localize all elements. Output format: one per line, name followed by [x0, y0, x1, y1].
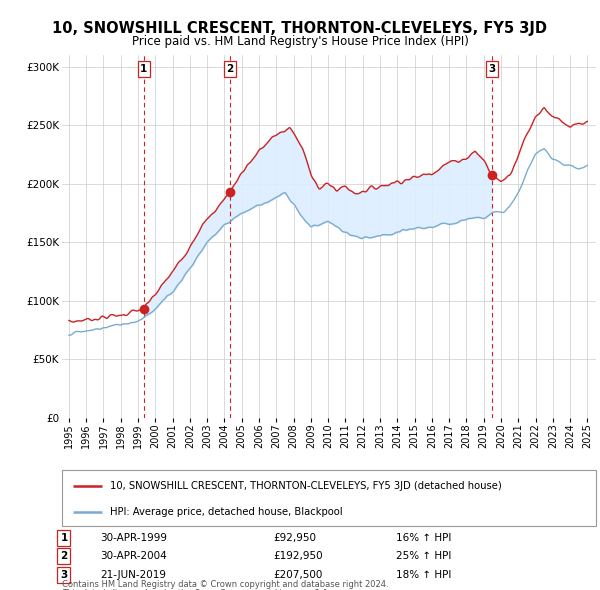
- Text: HPI: Average price, detached house, Blackpool: HPI: Average price, detached house, Blac…: [110, 507, 343, 517]
- Text: 30-APR-2004: 30-APR-2004: [100, 552, 167, 561]
- Text: Contains HM Land Registry data © Crown copyright and database right 2024.: Contains HM Land Registry data © Crown c…: [62, 580, 389, 589]
- Text: £207,500: £207,500: [273, 570, 323, 579]
- Text: £192,950: £192,950: [273, 552, 323, 561]
- FancyBboxPatch shape: [62, 470, 596, 526]
- Text: 30-APR-1999: 30-APR-1999: [100, 533, 167, 543]
- Text: 10, SNOWSHILL CRESCENT, THORNTON-CLEVELEYS, FY5 3JD: 10, SNOWSHILL CRESCENT, THORNTON-CLEVELE…: [53, 21, 548, 35]
- Text: This data is licensed under the Open Government Licence v3.0.: This data is licensed under the Open Gov…: [62, 589, 331, 590]
- Text: 18% ↑ HPI: 18% ↑ HPI: [396, 570, 451, 579]
- Text: Price paid vs. HM Land Registry's House Price Index (HPI): Price paid vs. HM Land Registry's House …: [131, 35, 469, 48]
- Text: 1: 1: [140, 64, 148, 74]
- Text: 2: 2: [227, 64, 234, 74]
- Text: 2: 2: [61, 552, 68, 561]
- Text: 16% ↑ HPI: 16% ↑ HPI: [396, 533, 451, 543]
- Text: 21-JUN-2019: 21-JUN-2019: [100, 570, 166, 579]
- Text: 1: 1: [61, 533, 68, 543]
- Text: 3: 3: [488, 64, 496, 74]
- Text: 25% ↑ HPI: 25% ↑ HPI: [396, 552, 451, 561]
- Text: 10, SNOWSHILL CRESCENT, THORNTON-CLEVELEYS, FY5 3JD (detached house): 10, SNOWSHILL CRESCENT, THORNTON-CLEVELE…: [110, 481, 502, 491]
- Text: £92,950: £92,950: [273, 533, 316, 543]
- Text: 3: 3: [61, 570, 68, 579]
